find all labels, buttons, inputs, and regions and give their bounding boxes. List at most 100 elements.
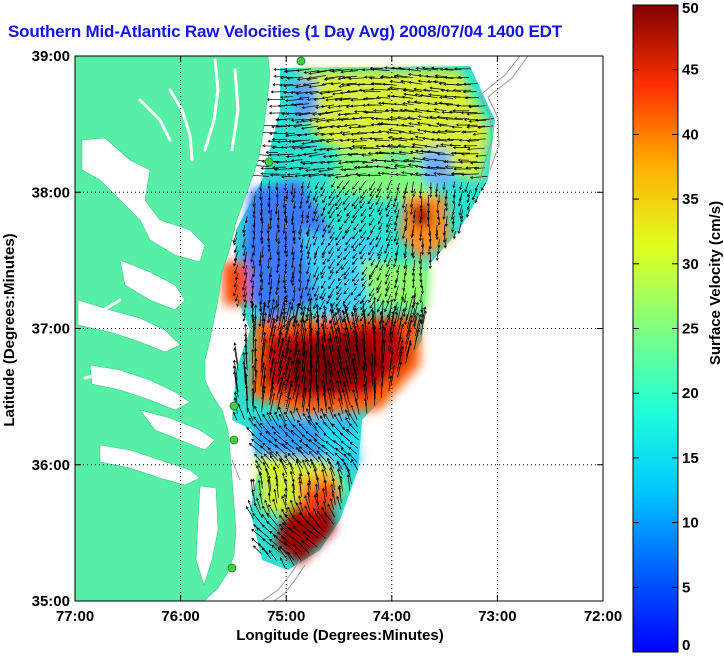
velocity-arrow — [390, 108, 405, 112]
velocity-arrow — [321, 280, 326, 289]
velocity-arrow — [366, 231, 373, 241]
velocity-arrow — [304, 495, 311, 512]
velocity-arrow — [386, 222, 391, 233]
bathymetry-contours — [231, 56, 529, 601]
velocity-arrow — [287, 452, 296, 462]
velocity-arrow — [252, 323, 256, 349]
velocity-arrow — [393, 278, 398, 289]
y-tick-label: 39:00 — [32, 48, 70, 65]
velocity-arrow — [386, 180, 392, 191]
velocity-arrow — [326, 160, 342, 164]
velocity-arrow — [358, 146, 374, 150]
velocity-arrow — [410, 244, 414, 257]
velocity-arrow — [375, 259, 381, 269]
velocity-arrow — [345, 365, 352, 385]
velocity-arrow — [290, 246, 294, 256]
velocity-arrow — [463, 118, 478, 122]
velocity-arrow — [259, 181, 263, 192]
velocity-arrow — [406, 67, 422, 72]
velocity-arrow — [361, 340, 366, 365]
velocity-arrow — [435, 144, 447, 148]
velocity-arrow — [343, 453, 352, 464]
colorbar-tick-label: 35 — [682, 191, 699, 208]
velocity-arrow — [376, 286, 381, 294]
velocity-arrow — [405, 342, 412, 364]
velocity-arrow — [320, 104, 335, 109]
velocity-arrow — [275, 314, 279, 323]
velocity-arrow — [242, 225, 246, 234]
velocity-arrow — [419, 293, 423, 304]
velocity-arrow — [411, 278, 415, 289]
velocity-arrow — [322, 487, 326, 503]
velocity-arrow — [284, 368, 292, 391]
velocity-arrow — [232, 231, 238, 244]
velocity-arrow — [293, 349, 301, 373]
velocity-arrow — [350, 286, 358, 296]
velocity-arrow — [460, 172, 479, 177]
velocity-arrow — [346, 83, 366, 87]
velocity-arrow — [361, 309, 367, 335]
velocity-arrow — [337, 215, 343, 223]
velocity-arrow — [321, 271, 326, 279]
velocity-arrow — [285, 306, 293, 331]
velocity-arrow — [457, 222, 462, 235]
velocity-arrow — [251, 260, 255, 270]
velocity-arrow — [293, 103, 310, 107]
velocity-arrow — [321, 96, 333, 100]
colorbar-tick-label: 45 — [682, 62, 699, 79]
velocity-arrow — [261, 547, 272, 560]
velocity-arrow — [461, 152, 479, 156]
velocity-arrow — [384, 243, 390, 254]
velocity-arrow — [368, 245, 375, 256]
velocity-arrow — [412, 301, 419, 323]
velocity-arrow — [249, 478, 254, 497]
y-tick-label: 35:00 — [32, 593, 70, 610]
velocity-arrow — [369, 271, 375, 281]
y-axis-ticks: 39:00 38:00 37:00 36:00 35:00 — [32, 48, 603, 610]
velocity-arrow — [342, 168, 358, 172]
velocity-arrow — [421, 66, 439, 71]
velocity-arrow — [283, 84, 301, 88]
velocity-arrow — [260, 352, 265, 373]
velocity-arrow — [252, 512, 264, 527]
x-tick-label: 77:00 — [56, 608, 94, 625]
velocity-arrow — [327, 203, 335, 215]
velocity-arrow — [345, 428, 359, 441]
velocity-arrow — [298, 229, 302, 241]
velocity-arrow — [253, 416, 263, 429]
velocity-arrow — [254, 405, 262, 422]
velocity-arrow — [426, 217, 430, 228]
velocity-arrow — [428, 257, 432, 270]
velocity-arrow — [302, 161, 317, 166]
velocity-arrow — [409, 150, 424, 155]
velocity-arrow — [399, 108, 415, 113]
velocity-arrow — [325, 139, 342, 143]
velocity-arrow — [351, 265, 358, 274]
velocity-arrow — [368, 292, 375, 303]
velocity-arrow — [308, 450, 320, 463]
velocity-arrow — [317, 355, 321, 373]
velocity-arrow — [436, 137, 454, 141]
velocity-arrow — [359, 244, 367, 255]
velocity-arrow — [316, 476, 320, 491]
velocity-arrow — [323, 511, 335, 525]
velocity-arrow — [241, 280, 246, 291]
velocity-arrow — [390, 305, 397, 331]
velocity-arrow — [462, 82, 478, 86]
velocity-arrow — [328, 367, 335, 393]
velocity-arrow — [343, 124, 358, 128]
velocity-arrow — [297, 448, 310, 463]
velocity-arrow — [262, 331, 267, 351]
velocity-arrow — [402, 196, 406, 209]
velocity-arrow — [350, 311, 358, 338]
velocity-arrow — [266, 301, 270, 309]
velocity-arrow — [344, 225, 352, 234]
velocity-arrow — [412, 273, 416, 283]
velocity-arrow — [242, 313, 246, 322]
velocity-arrow — [246, 506, 254, 520]
velocity-arrow — [300, 181, 304, 190]
velocity-arrow — [377, 302, 383, 313]
velocity-arrow — [309, 530, 319, 539]
velocity-arrow — [336, 125, 350, 129]
velocity-arrow — [401, 95, 414, 99]
